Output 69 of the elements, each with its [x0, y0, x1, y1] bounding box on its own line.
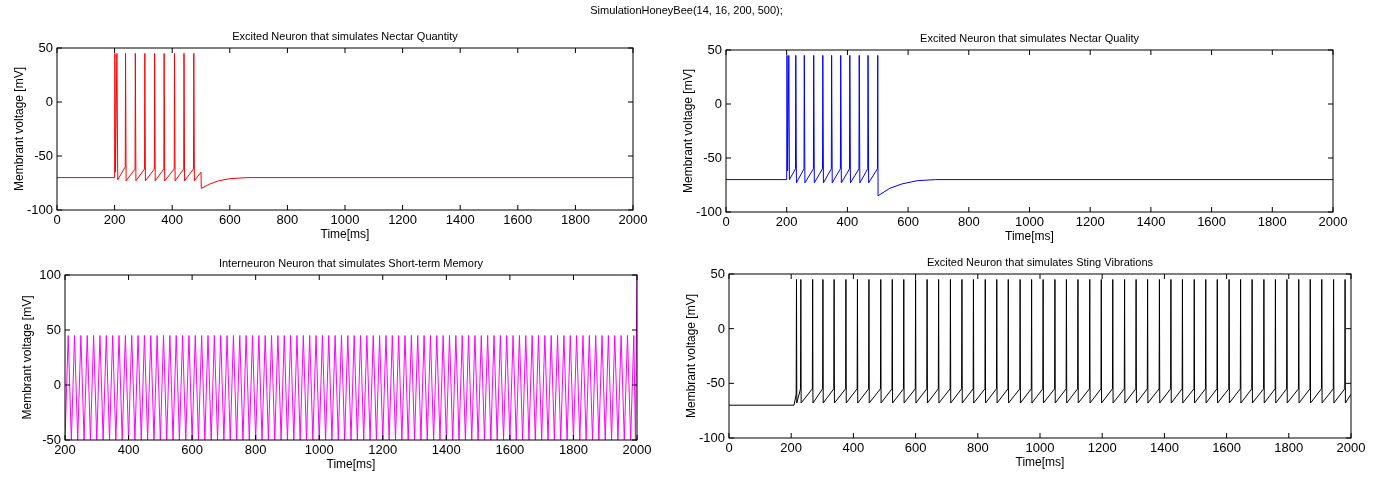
x-tick-label: 1600 [1212, 440, 1242, 455]
y-tick-label: -50 [706, 375, 725, 391]
x-tick-label: 1000 [330, 212, 360, 227]
y-axis-title: Membrant voltage [mV] [681, 68, 695, 194]
x-tick-label: 1000 [1015, 214, 1044, 229]
x-tick-label: 1200 [368, 442, 398, 457]
chart-title: Excited Neuron that simulates Nectar Quantity [232, 30, 459, 42]
x-tick-label: 200 [780, 440, 803, 455]
y-tick-label: 100 [39, 267, 61, 282]
x-tick-label: 600 [897, 214, 919, 229]
x-tick-label: 600 [181, 442, 203, 457]
x-tick-label: 1400 [1136, 214, 1166, 229]
x-tick-label: 600 [904, 440, 927, 455]
x-tick-label: 1200 [1075, 214, 1105, 229]
y-tick-label: -100 [698, 430, 725, 445]
x-tick-label: 200 [103, 212, 126, 227]
x-tick-label: 1400 [445, 212, 475, 227]
x-tick-label: 200 [775, 214, 798, 229]
chart-title: Interneuron Neuron that simulates Short-term Memory [218, 257, 484, 269]
x-tick-label: 1600 [1197, 214, 1227, 229]
x-tick-label: 1600 [503, 212, 533, 227]
x-axis-title: Time[ms] [326, 457, 376, 471]
y-tick-label: -100 [26, 202, 53, 217]
x-tick-label: 400 [117, 442, 140, 457]
x-tick-label: 1000 [304, 442, 334, 457]
x-tick-label: 2000 [1336, 440, 1366, 455]
x-tick-label: 600 [218, 212, 241, 227]
y-tick-label: 50 [710, 266, 725, 281]
x-tick-label: 1000 [1025, 440, 1055, 455]
x-tick-label: 1800 [1257, 214, 1287, 229]
x-tick-label: 2000 [622, 442, 652, 457]
y-tick-label: 0 [714, 96, 722, 111]
x-tick-label: 1400 [1149, 440, 1179, 455]
y-axis-title: Membrant voltage [mV] [684, 293, 698, 419]
chart-title: Excited Neuron that simulates Nectar Quality [920, 32, 1140, 44]
y-axis-title: Membrant voltage [mV] [20, 295, 34, 420]
x-tick-label: 2000 [1318, 214, 1348, 229]
y-tick-label: 50 [707, 42, 722, 57]
x-axis-title: Time[ms] [320, 227, 370, 241]
x-tick-label: 400 [842, 440, 865, 455]
x-tick-label: 1200 [388, 212, 418, 227]
x-axis-title: Time[ms] [1005, 229, 1054, 243]
y-tick-label: 50 [46, 322, 61, 337]
chart-title: Excited Neuron that simulates Sting Vibrations [926, 256, 1154, 268]
x-tick-label: 800 [244, 442, 267, 457]
x-tick-label: 800 [966, 440, 989, 455]
x-tick-label: 1400 [431, 442, 461, 457]
x-tick-label: 400 [836, 214, 859, 229]
line-series [726, 54, 1333, 197]
y-tick-label: 0 [717, 320, 725, 336]
y-tick-label: -50 [34, 148, 53, 163]
x-tick-label: 1800 [558, 442, 588, 457]
x-axis-title: Time[ms] [1015, 455, 1065, 469]
text: SimulationHoneyBee(14, 16, 200, 500); [590, 4, 783, 16]
y-tick-label: 0 [53, 377, 61, 392]
x-tick-label: 1600 [495, 442, 525, 457]
y-tick-label: 50 [38, 40, 53, 55]
x-tick-label: 1800 [560, 212, 590, 227]
x-tick-label: 400 [161, 212, 184, 227]
x-tick-label: 800 [276, 212, 299, 227]
y-tick-label: -50 [703, 150, 722, 165]
y-axis-title: Membrant voltage [mV] [12, 66, 26, 192]
x-tick-label: 2000 [618, 212, 648, 227]
y-tick-label: 0 [45, 94, 53, 109]
x-tick-label: 800 [957, 214, 980, 229]
x-tick-label: 1800 [1274, 440, 1304, 455]
line-series [57, 52, 633, 189]
x-tick-label: 1200 [1087, 440, 1117, 455]
y-tick-label: -100 [695, 204, 722, 219]
